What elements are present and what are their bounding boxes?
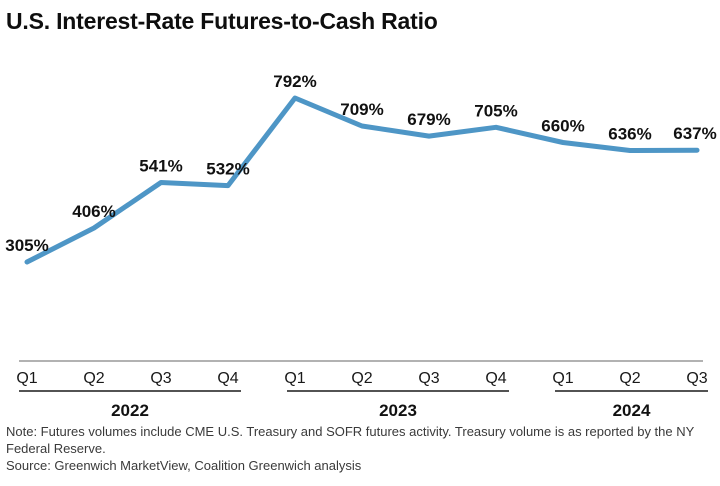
data-point-label: 406%	[72, 202, 115, 221]
data-point-label: 305%	[5, 236, 48, 255]
x-tick-label: Q1	[16, 370, 37, 387]
chart-footnotes: Note: Futures volumes include CME U.S. T…	[6, 423, 706, 474]
data-point-label: 637%	[673, 124, 716, 143]
x-tick-label: Q2	[619, 370, 640, 387]
x-tick-label: Q2	[83, 370, 104, 387]
year-label: 2022	[111, 401, 149, 420]
year-label: 2024	[613, 401, 651, 420]
x-tick-label: Q1	[552, 370, 573, 387]
year-label: 2023	[379, 401, 417, 420]
line-chart: 305% 406% 541% 532% 792% 709% 679% 705% 660% 636%…	[5, 72, 716, 420]
x-tick-label: Q4	[485, 370, 506, 387]
data-point-label: 679%	[407, 110, 450, 129]
x-tick-label: Q1	[284, 370, 305, 387]
x-tick-label: Q4	[217, 370, 238, 387]
data-point-label: 541%	[139, 157, 182, 176]
data-point-label: 705%	[474, 101, 517, 120]
data-point-label: 792%	[273, 72, 316, 91]
source-text: Source: Greenwich MarketView, Coalition …	[6, 458, 362, 473]
chart-title: U.S. Interest-Rate Futures-to-Cash Ratio	[6, 8, 438, 34]
data-point-label: 532%	[206, 160, 249, 179]
x-tick-label: Q3	[418, 370, 439, 387]
data-point-label: 636%	[608, 125, 651, 144]
x-tick-label: Q3	[686, 370, 707, 387]
data-point-label: 660%	[541, 117, 584, 136]
series-line	[24, 95, 700, 265]
data-point-label: 709%	[340, 100, 383, 119]
x-tick-label: Q2	[351, 370, 372, 387]
x-tick-label: Q3	[150, 370, 171, 387]
note-text: Note: Futures volumes include CME U.S. T…	[6, 424, 695, 456]
